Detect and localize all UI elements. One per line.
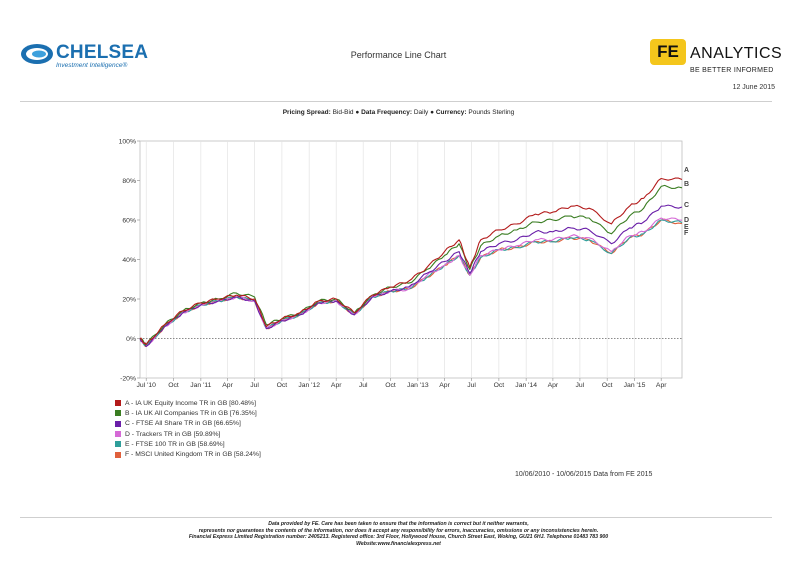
separator-dot: ● bbox=[355, 109, 360, 116]
series-line-b bbox=[139, 184, 683, 346]
series-end-label: A bbox=[684, 167, 689, 174]
disclaimer-line: Data provided by FE. Care has been taken… bbox=[268, 521, 529, 527]
legend-swatch bbox=[115, 431, 121, 438]
legend-item: B - IA UK All Companies TR in GB [76.35%… bbox=[115, 408, 261, 418]
x-tick-label: Jan '14 bbox=[515, 382, 537, 389]
y-tick-label: 80% bbox=[122, 178, 136, 185]
series-end-label: E bbox=[684, 224, 689, 231]
y-tick-label: 20% bbox=[122, 296, 136, 303]
y-tick-label: -20% bbox=[120, 375, 136, 382]
legend-label: D - Trackers TR in GB [59.89%] bbox=[125, 430, 221, 438]
fe-analytics-logo: FE ANALYTICS BE BETTER INFORMED bbox=[650, 38, 783, 78]
legend-swatch bbox=[115, 420, 121, 427]
fe-analytics-name: ANALYTICS bbox=[690, 45, 783, 62]
disclaimer-line: Financial Express Limited Registration n… bbox=[188, 534, 609, 541]
legend-swatch bbox=[115, 400, 121, 407]
chelsea-brand-name: CHELSEA bbox=[56, 42, 149, 63]
series-line-c bbox=[139, 204, 683, 347]
y-tick-label: 40% bbox=[122, 257, 136, 264]
legend-item: C - FTSE All Share TR in GB [66.65%] bbox=[115, 419, 261, 429]
pricing-value: Bid-Bid bbox=[332, 109, 354, 116]
x-tick-label: Oct bbox=[385, 382, 396, 389]
x-tick-label: Oct bbox=[494, 382, 505, 389]
y-tick-label: 100% bbox=[119, 138, 136, 145]
series-end-label: D bbox=[684, 217, 689, 224]
x-tick-label: Jul bbox=[359, 382, 368, 389]
currency-label: Currency: bbox=[435, 109, 467, 116]
x-tick-label: Jan '15 bbox=[624, 382, 646, 389]
x-tick-label: Oct bbox=[602, 382, 613, 389]
page-title: Performance Line Chart bbox=[350, 50, 447, 60]
legend-swatch bbox=[115, 410, 121, 417]
disclaimer-line: Website:www.financialexpress.net bbox=[356, 540, 441, 547]
x-tick-label: Oct bbox=[277, 382, 288, 389]
currency-value: Pounds Sterling bbox=[468, 109, 515, 116]
frequency-value: Daily bbox=[413, 109, 429, 116]
footer-divider bbox=[20, 517, 772, 518]
legend-item: E - FTSE 100 TR in GB [58.69%] bbox=[115, 439, 261, 449]
legend-item: F - MSCI United Kingdom TR in GB [58.24%… bbox=[115, 449, 261, 459]
legend-label: E - FTSE 100 TR in GB [58.69%] bbox=[125, 440, 225, 448]
header-divider bbox=[20, 101, 772, 102]
report-date: 12 June 2015 bbox=[732, 84, 775, 91]
x-tick-label: Oct bbox=[168, 382, 179, 389]
x-tick-label: Jul bbox=[467, 382, 476, 389]
pricing-label: Pricing Spread: bbox=[282, 109, 331, 116]
x-tick-label: Jul '10 bbox=[137, 382, 157, 389]
fe-mark: FE bbox=[650, 39, 686, 65]
legend-swatch bbox=[115, 441, 121, 448]
x-tick-label: Jul bbox=[576, 382, 585, 389]
x-tick-label: Jan '11 bbox=[190, 382, 211, 389]
legend-label: C - FTSE All Share TR in GB [66.65%] bbox=[125, 420, 241, 428]
x-tick-label: Jan '12 bbox=[298, 382, 320, 389]
x-tick-label: Jan '13 bbox=[407, 382, 429, 389]
x-tick-label: Apr bbox=[331, 382, 342, 389]
legend-label: F - MSCI United Kingdom TR in GB [58.24%… bbox=[125, 451, 261, 459]
chart-legend: A - IA UK Equity Income TR in GB [80.48%… bbox=[115, 398, 261, 460]
chelsea-tagline: Investment Intelligence® bbox=[56, 62, 128, 69]
chelsea-logo: CHELSEA Investment Intelligence® bbox=[20, 40, 150, 74]
frequency-label: Data Frequency: bbox=[361, 109, 413, 116]
y-tick-label: 60% bbox=[122, 217, 136, 224]
series-end-label: C bbox=[684, 202, 689, 209]
info-line: Pricing Spread: Bid-Bid ● Data Frequency… bbox=[0, 109, 797, 116]
legend-swatch bbox=[115, 451, 121, 458]
separator-dot: ● bbox=[430, 109, 435, 116]
series-line-a bbox=[139, 177, 683, 345]
series-end-label: B bbox=[684, 181, 689, 188]
fe-tagline: BE BETTER INFORMED bbox=[690, 67, 774, 74]
x-tick-label: Apr bbox=[439, 382, 450, 389]
series-end-label: F bbox=[684, 230, 689, 237]
date-range: 10/06/2010 - 10/06/2015 Data from FE 201… bbox=[515, 471, 653, 478]
disclaimer-line: represents nor guarantees the contents o… bbox=[198, 527, 599, 534]
legend-item: D - Trackers TR in GB [59.89%] bbox=[115, 429, 261, 439]
legend-label: B - IA UK All Companies TR in GB [76.35%… bbox=[125, 409, 257, 417]
swoosh-icon bbox=[21, 44, 53, 64]
x-tick-label: Jul bbox=[250, 382, 259, 389]
x-tick-label: Apr bbox=[222, 382, 233, 389]
plot-area bbox=[139, 140, 683, 379]
x-tick-label: Apr bbox=[548, 382, 559, 389]
y-tick-label: 0% bbox=[126, 336, 136, 343]
disclaimer: Data provided by FE. Care has been taken… bbox=[0, 521, 797, 547]
x-tick-label: Apr bbox=[656, 382, 667, 389]
legend-label: A - IA UK Equity Income TR in GB [80.48%… bbox=[125, 399, 256, 407]
legend-item: A - IA UK Equity Income TR in GB [80.48%… bbox=[115, 398, 261, 408]
